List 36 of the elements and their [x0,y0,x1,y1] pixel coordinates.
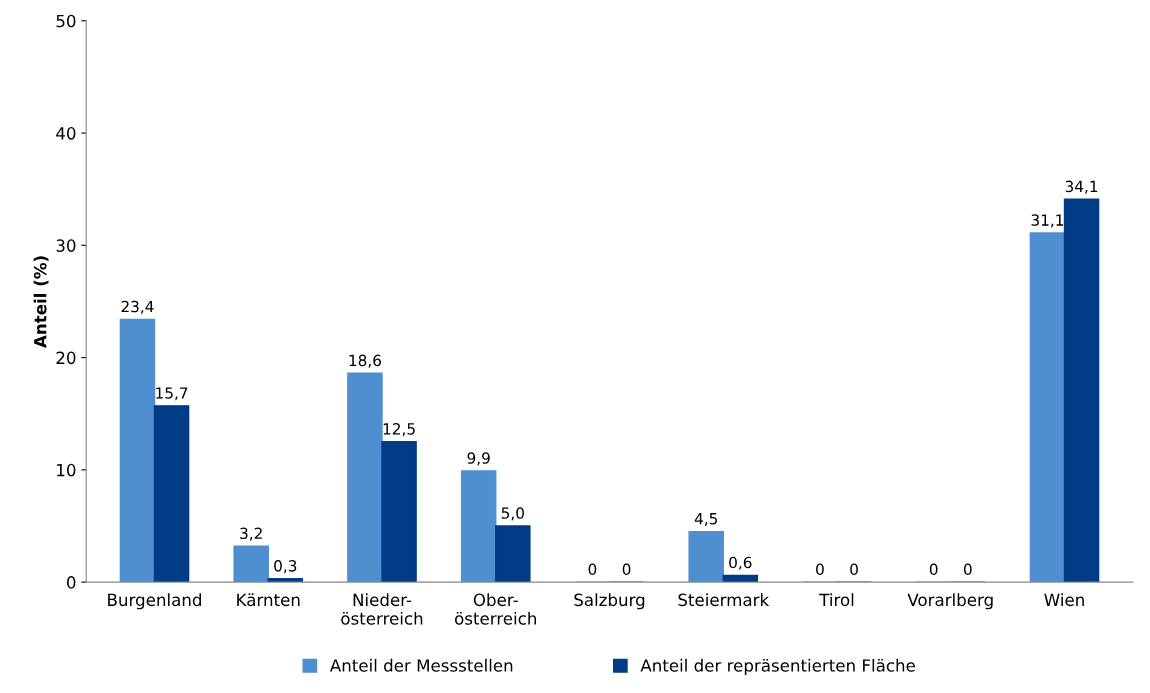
data-label: 23,4 [121,300,154,314]
x-tick-label: Steiermark [678,593,770,607]
legend-label: Anteil der repräsentierten Fläche [640,658,915,675]
data-label: 18,6 [349,354,381,368]
data-label: 0 [963,563,972,575]
y-tick-label: 30 [56,239,76,252]
data-label: 34,1 [1065,180,1098,194]
x-tick-label: Tirol [819,593,854,607]
x-tick-label: Nieder- österreich [341,593,423,625]
y-axis-title: Anteil (%) [33,256,49,348]
data-label: 31,1 [1031,214,1064,228]
data-label: 12,5 [383,423,415,437]
x-tick-label: Ober- österreich [455,593,536,625]
data-label: 0 [816,563,824,575]
y-tick-label: 20 [56,351,76,365]
y-tick-label: 40 [56,127,76,140]
data-label: 15,7 [156,387,188,401]
data-label: 5,0 [501,507,524,521]
data-label: 0 [588,563,597,575]
x-tick-label: Wien [1044,593,1084,607]
x-tick-label: Burgenland [108,593,201,610]
y-tick-label: 50 [56,14,76,28]
data-label: 0 [622,563,631,575]
x-tick-label: Vorarlberg [907,593,993,610]
x-tick-label: Kärnten [237,593,300,607]
legend-label: Anteil der Messstellen [329,658,513,672]
data-label: 0 [850,563,858,575]
data-label: 0,3 [274,560,297,574]
data-label: 3,2 [240,527,262,541]
y-tick-label: 0 [67,576,76,589]
data-label: 4,5 [694,513,717,527]
data-label: 0 [929,563,938,575]
y-tick-label: 10 [57,463,76,477]
data-label: 9,9 [467,452,490,466]
x-tick-label: Salzburg [574,593,645,610]
data-label: 0,6 [729,556,752,570]
